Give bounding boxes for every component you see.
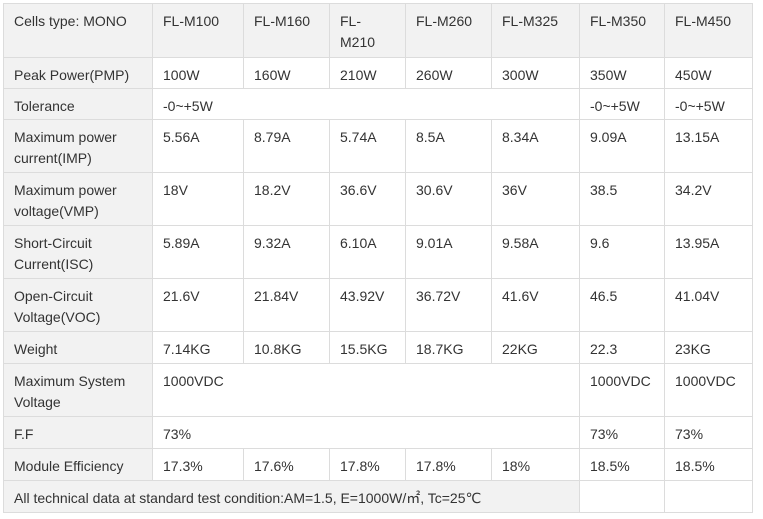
data-cell: 160W — [243, 57, 330, 89]
data-cell: 17.8% — [329, 448, 406, 481]
table-row: Peak Power(PMP) 100W 160W 210W 260W 300W 350W 4… — [3, 57, 753, 89]
row-label: Maximum power voltage(VMP) — [3, 172, 153, 226]
data-cell: 36V — [491, 172, 580, 226]
header-cell: FL-M350 — [579, 3, 665, 58]
data-cell: -0~+5W — [664, 88, 753, 120]
row-label: Maximum power current(IMP) — [3, 119, 153, 173]
data-cell: 1000VDC — [152, 363, 580, 417]
data-cell: 1000VDC — [664, 363, 753, 417]
header-cell: FL-M160 — [243, 3, 330, 58]
footer-note: All technical data at standard test cond… — [3, 480, 580, 513]
data-cell: 9.32A — [243, 225, 330, 279]
table-row: Open-Circuit Voltage(VOC) 21.6V 21.84V 43.9… — [3, 278, 753, 332]
data-cell: 46.5 — [579, 278, 665, 332]
table-row: Maximum power current(IMP) 5.56A 8.79A 5.74… — [3, 119, 753, 173]
row-label: Maximum System Voltage — [3, 363, 153, 417]
header-cell: FL-M210 — [329, 3, 406, 58]
data-cell: 450W — [664, 57, 753, 89]
data-cell: 18% — [491, 448, 580, 481]
data-cell: 73% — [664, 416, 753, 449]
data-cell: 17.8% — [405, 448, 492, 481]
data-cell: 73% — [152, 416, 580, 449]
header-cell: Cells type: MONO — [3, 3, 153, 58]
spec-table: Cells type: MONO FL-M100 FL-M160 FL-M210 FL-… — [3, 3, 753, 513]
data-cell: 260W — [405, 57, 492, 89]
data-cell: 34.2V — [664, 172, 753, 226]
data-cell: 10.8KG — [243, 331, 330, 364]
data-cell: 21.6V — [152, 278, 244, 332]
table-row: Weight 7.14KG 10.8KG 15.5KG 18.7KG 22KG 22.3 23… — [3, 331, 753, 364]
data-cell: 1000VDC — [579, 363, 665, 417]
table-row: Cells type: MONO FL-M100 FL-M160 FL-M210 FL-… — [3, 3, 753, 58]
data-cell: 22.3 — [579, 331, 665, 364]
data-cell: 18.7KG — [405, 331, 492, 364]
data-cell: 8.5A — [405, 119, 492, 173]
data-cell: 18.5% — [579, 448, 665, 481]
data-cell: 41.6V — [491, 278, 580, 332]
data-cell: 17.6% — [243, 448, 330, 481]
header-cell: FL-M450 — [664, 3, 753, 58]
data-cell: 5.74A — [329, 119, 406, 173]
data-cell: 18.2V — [243, 172, 330, 226]
data-cell: 9.58A — [491, 225, 580, 279]
data-cell: 43.92V — [329, 278, 406, 332]
data-cell: -0~+5W — [579, 88, 665, 120]
row-label: F.F — [3, 416, 153, 449]
data-cell: 15.5KG — [329, 331, 406, 364]
row-label: Peak Power(PMP) — [3, 57, 153, 89]
table-row: Module Efficiency 17.3% 17.6% 17.8% 17.8% 18%… — [3, 448, 753, 481]
data-cell: 36.72V — [405, 278, 492, 332]
data-cell: 5.89A — [152, 225, 244, 279]
data-cell: 30.6V — [405, 172, 492, 226]
empty-cell — [664, 480, 753, 513]
data-cell: 100W — [152, 57, 244, 89]
data-cell: 8.79A — [243, 119, 330, 173]
row-label: Module Efficiency — [3, 448, 153, 481]
table-row: Maximum power voltage(VMP) 18V 18.2V 36.6V 3… — [3, 172, 753, 226]
data-cell: 41.04V — [664, 278, 753, 332]
data-cell: 210W — [329, 57, 406, 89]
data-cell: -0~+5W — [152, 88, 580, 120]
data-cell: 23KG — [664, 331, 753, 364]
row-label: Tolerance — [3, 88, 153, 120]
data-cell: 9.01A — [405, 225, 492, 279]
data-cell: 7.14KG — [152, 331, 244, 364]
data-cell: 9.6 — [579, 225, 665, 279]
data-cell: 73% — [579, 416, 665, 449]
data-cell: 350W — [579, 57, 665, 89]
data-cell: 36.6V — [329, 172, 406, 226]
data-cell: 18V — [152, 172, 244, 226]
data-cell: 6.10A — [329, 225, 406, 279]
table-row: Tolerance -0~+5W -0~+5W -0~+5W — [3, 88, 753, 120]
data-cell: 38.5 — [579, 172, 665, 226]
table-row: F.F 73% 73% 73% — [3, 416, 753, 449]
table-body: Cells type: MONO FL-M100 FL-M160 FL-M210 FL-… — [3, 3, 753, 513]
data-cell: 13.95A — [664, 225, 753, 279]
data-cell: 5.56A — [152, 119, 244, 173]
header-cell: FL-M325 — [491, 3, 580, 58]
data-cell: 8.34A — [491, 119, 580, 173]
table-row: Short-Circuit Current(ISC) 5.89A 9.32A 6.10… — [3, 225, 753, 279]
data-cell: 18.5% — [664, 448, 753, 481]
row-label: Short-Circuit Current(ISC) — [3, 225, 153, 279]
header-cell: FL-M100 — [152, 3, 244, 58]
data-cell: 21.84V — [243, 278, 330, 332]
data-cell: 9.09A — [579, 119, 665, 173]
data-cell: 17.3% — [152, 448, 244, 481]
table-row: Maximum System Voltage 1000VDC 1000VDC 1000… — [3, 363, 753, 417]
header-cell: FL-M260 — [405, 3, 492, 58]
data-cell: 300W — [491, 57, 580, 89]
data-cell: 22KG — [491, 331, 580, 364]
data-cell: 13.15A — [664, 119, 753, 173]
table-row: All technical data at standard test cond… — [3, 480, 753, 513]
row-label: Open-Circuit Voltage(VOC) — [3, 278, 153, 332]
empty-cell — [579, 480, 665, 513]
row-label: Weight — [3, 331, 153, 364]
